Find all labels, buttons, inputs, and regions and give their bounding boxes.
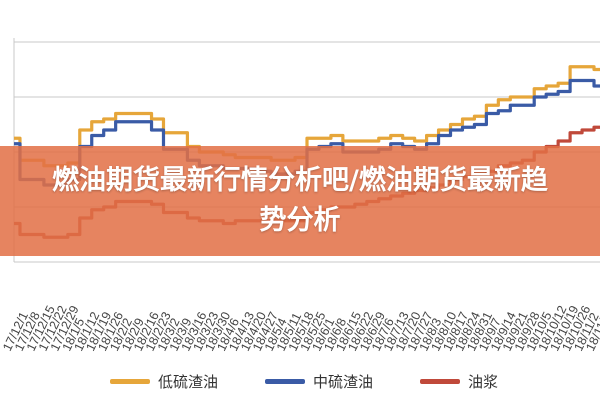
- legend-item-medium-sulfur: 中硫渣油: [265, 368, 373, 394]
- banner-title: 燃油期货最新行情分析吧/燃油期货最新趋势分析: [52, 165, 548, 236]
- chart-legend: 低硫渣油 中硫渣油 油浆: [0, 368, 600, 394]
- legend-item-low-sulfur: 低硫渣油: [110, 368, 218, 394]
- series-line-low-sulfur: [14, 65, 600, 168]
- legend-swatch-low-sulfur: [110, 378, 150, 384]
- legend-item-fuel-oil: 油浆: [420, 368, 498, 394]
- legend-label-fuel-oil: 油浆: [468, 372, 499, 391]
- legend-swatch-medium-sulfur: [265, 378, 305, 384]
- legend-label-low-sulfur: 低硫渣油: [158, 372, 219, 391]
- legend-swatch-fuel-oil: [420, 378, 460, 384]
- x-tick-labels: 17/12/117/12/817/12/1517/12/2217/12/2918…: [0, 303, 600, 353]
- legend-label-medium-sulfur: 中硫渣油: [313, 372, 374, 391]
- title-banner: 燃油期货最新行情分析吧/燃油期货最新趋势分析: [0, 146, 600, 256]
